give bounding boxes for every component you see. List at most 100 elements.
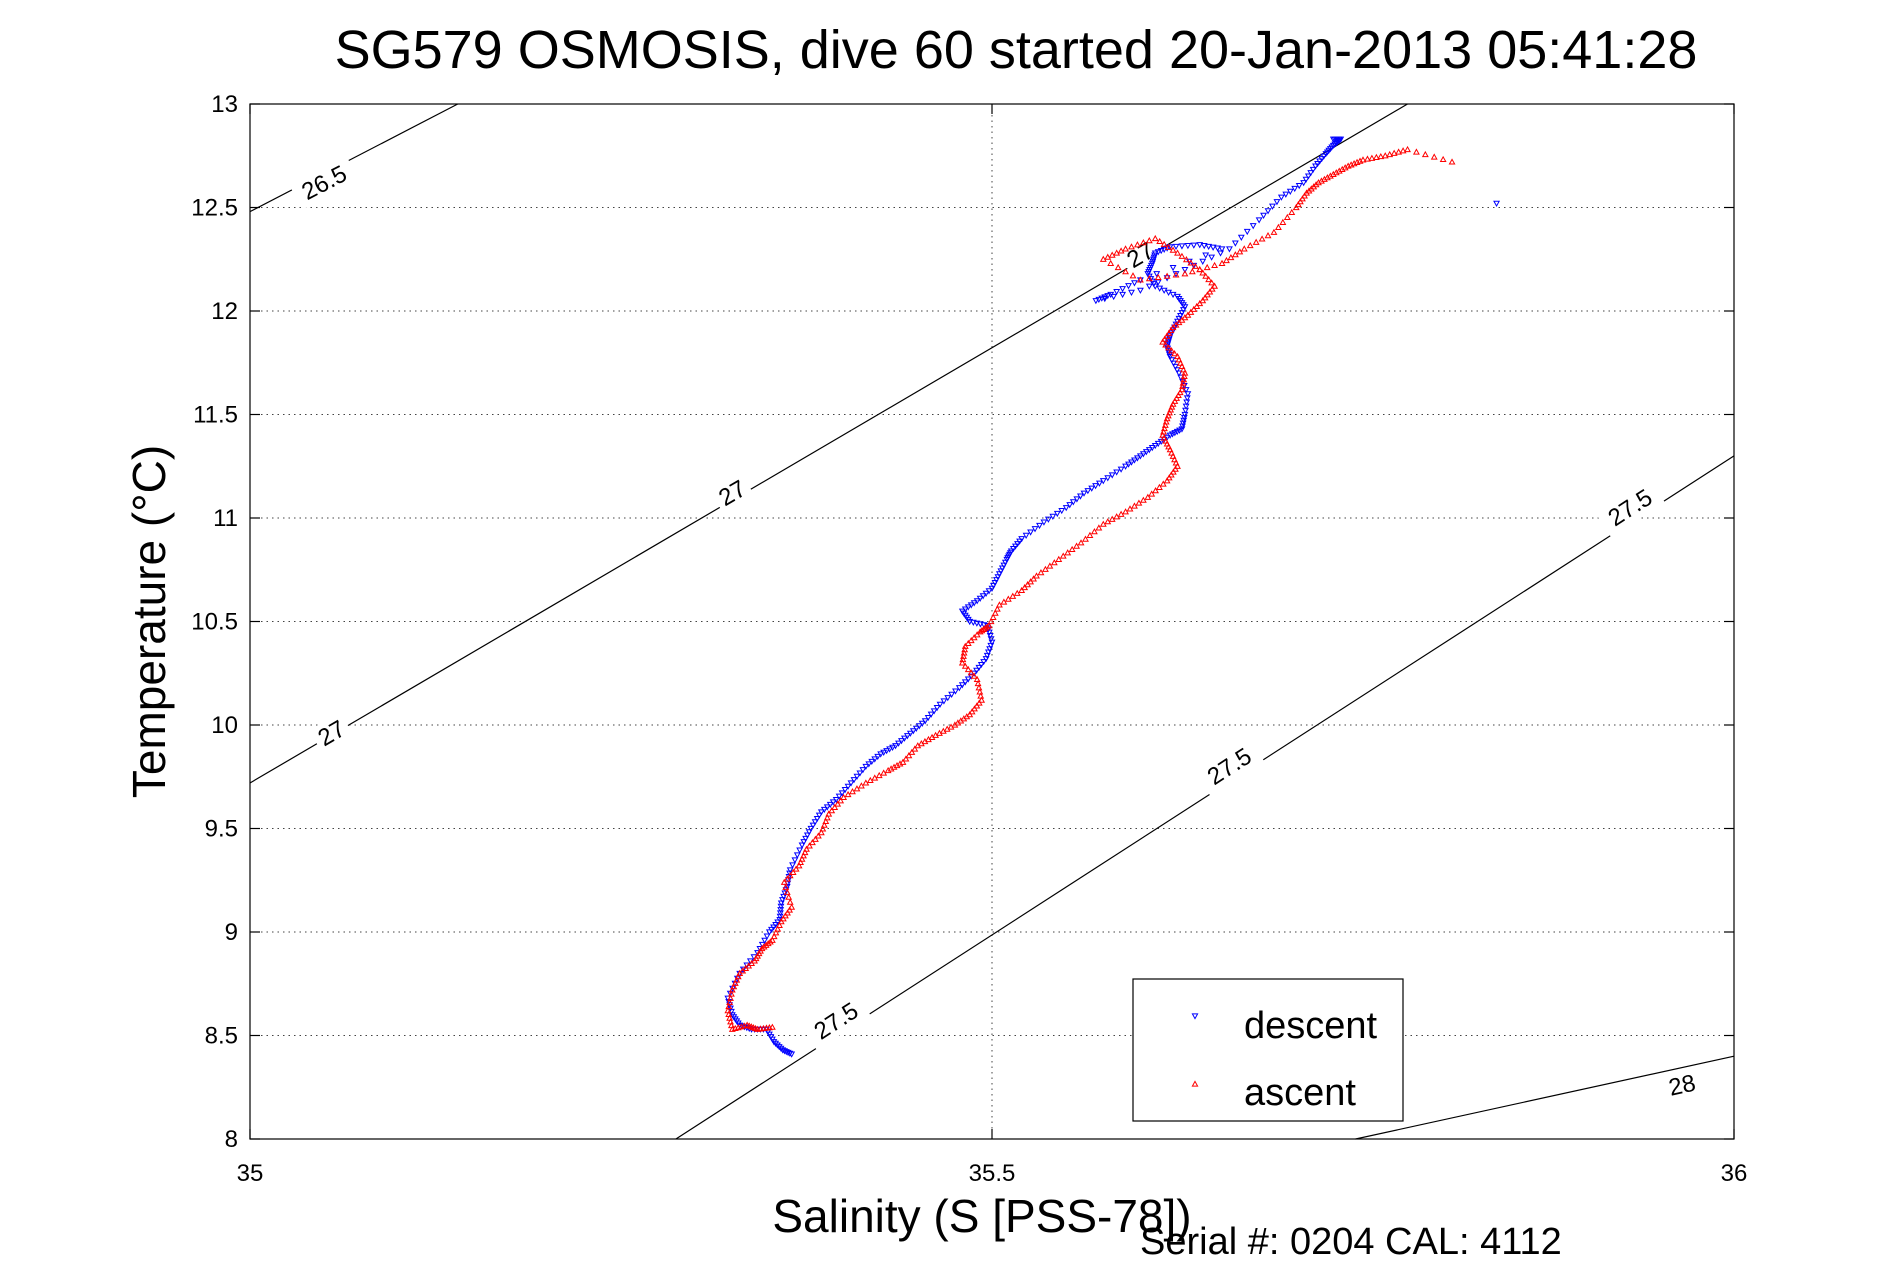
data-point-descent <box>789 862 796 869</box>
data-point-ascent <box>834 800 842 807</box>
data-point-ascent <box>823 814 831 821</box>
data-point-descent <box>1077 493 1084 500</box>
data-point-descent <box>892 743 899 750</box>
data-point-descent <box>944 695 952 702</box>
axis-ticks: 35 35.5 36 8 8.5 9 9.5 10 10.5 11 11.5 12 12.5 13 <box>191 91 1747 1187</box>
data-point-descent <box>906 730 914 737</box>
data-point-ascent <box>825 810 833 817</box>
serial-cal-footer: Serial #: 0204 CAL: 4112 <box>1140 1221 1562 1262</box>
data-point-ascent <box>1163 272 1171 279</box>
data-point-descent <box>1044 516 1052 523</box>
data-point-ascent <box>1169 468 1177 475</box>
data-point-ascent <box>1180 376 1188 383</box>
data-point-ascent <box>1246 241 1254 249</box>
data-point-descent <box>1168 357 1176 364</box>
data-point-descent <box>1318 156 1326 163</box>
data-point-descent <box>952 688 959 695</box>
data-point-descent <box>871 756 879 763</box>
y-tick-label: 11.5 <box>193 402 238 429</box>
data-point-descent <box>1058 507 1066 515</box>
data-point-ascent <box>774 925 782 932</box>
data-point-descent <box>772 921 780 929</box>
data-point-ascent <box>1167 471 1175 478</box>
data-point-ascent <box>1144 493 1152 500</box>
data-point-descent <box>1302 176 1310 183</box>
contour-label: 28 <box>1666 1070 1698 1102</box>
data-point-ascent <box>1077 539 1085 546</box>
data-point-ascent <box>731 979 739 986</box>
data-point-descent <box>826 801 834 809</box>
data-point-ascent <box>1162 437 1170 444</box>
data-point-descent <box>807 825 815 833</box>
data-point-ascent <box>1172 271 1180 278</box>
data-point-descent <box>1309 166 1317 174</box>
data-point-descent <box>1108 472 1116 479</box>
x-tick-label: 35 <box>237 1160 264 1187</box>
data-point-ascent <box>1236 248 1244 255</box>
data-point-ascent <box>1059 552 1067 559</box>
data-point-ascent <box>1188 268 1196 275</box>
y-tick-label: 10.5 <box>191 609 238 636</box>
data-point-ascent <box>1148 490 1156 497</box>
data-point-ascent <box>1439 155 1447 163</box>
data-point-ascent <box>728 1025 736 1032</box>
data-point-ascent <box>788 903 796 910</box>
data-point-ascent <box>1165 474 1173 481</box>
legend-box <box>1132 978 1404 1122</box>
data-point-ascent <box>1203 263 1211 271</box>
data-point-descent <box>1133 455 1141 462</box>
data-point-ascent <box>1122 245 1130 252</box>
data-point-ascent <box>1168 403 1176 410</box>
data-point-descent <box>900 735 908 742</box>
data-point-ascent <box>989 613 997 620</box>
data-point-descent <box>976 595 984 602</box>
data-point-descent <box>1249 223 1257 230</box>
data-point-descent <box>1036 522 1043 530</box>
data-point-descent <box>811 819 819 826</box>
data-point-descent <box>889 744 897 751</box>
contour-label-bg <box>1117 233 1164 277</box>
data-point-ascent <box>1301 192 1308 199</box>
data-point-ascent <box>808 838 816 846</box>
data-point-descent <box>874 753 882 761</box>
data-point-ascent <box>1368 154 1376 161</box>
data-point-descent <box>1282 191 1290 198</box>
data-point-ascent <box>1412 148 1420 155</box>
data-point-ascent <box>1135 499 1143 506</box>
data-point-ascent <box>1068 545 1076 553</box>
data-point-ascent <box>783 875 791 882</box>
data-point-ascent <box>737 1023 745 1030</box>
data-point-ascent <box>970 634 978 641</box>
data-point-ascent <box>1024 581 1032 588</box>
data-point-descent <box>961 679 969 686</box>
data-point-descent <box>1190 262 1198 270</box>
data-point-descent <box>823 804 831 811</box>
data-point-ascent <box>985 622 993 629</box>
data-point-descent <box>964 604 972 611</box>
data-point-descent <box>936 701 944 708</box>
data-point-ascent <box>1193 302 1201 310</box>
data-point-descent <box>909 728 917 735</box>
data-point-ascent <box>1174 462 1181 469</box>
data-point-descent <box>1119 286 1127 293</box>
data-point-ascent <box>961 662 969 669</box>
data-point-descent <box>841 787 849 794</box>
data-point-ascent <box>754 1025 761 1032</box>
data-point-ascent <box>911 745 919 752</box>
data-point-descent <box>1178 243 1186 250</box>
data-point-descent <box>921 718 929 725</box>
data-point-ascent <box>1129 272 1137 279</box>
data-point-ascent <box>1064 549 1072 556</box>
data-point-descent <box>1169 291 1177 299</box>
data-point-ascent <box>1279 218 1287 225</box>
data-point-descent <box>1277 194 1285 201</box>
x-axis-label: Salinity (S [PSS-78]) <box>772 1190 1191 1242</box>
data-point-ascent <box>800 852 807 859</box>
data-point-ascent <box>1027 578 1035 585</box>
data-point-ascent <box>1448 158 1456 165</box>
data-point-ascent <box>1191 262 1199 269</box>
data-point-ascent <box>1004 595 1012 602</box>
data-point-descent <box>1110 293 1118 301</box>
data-point-ascent <box>849 788 856 795</box>
data-point-ascent <box>819 825 827 832</box>
